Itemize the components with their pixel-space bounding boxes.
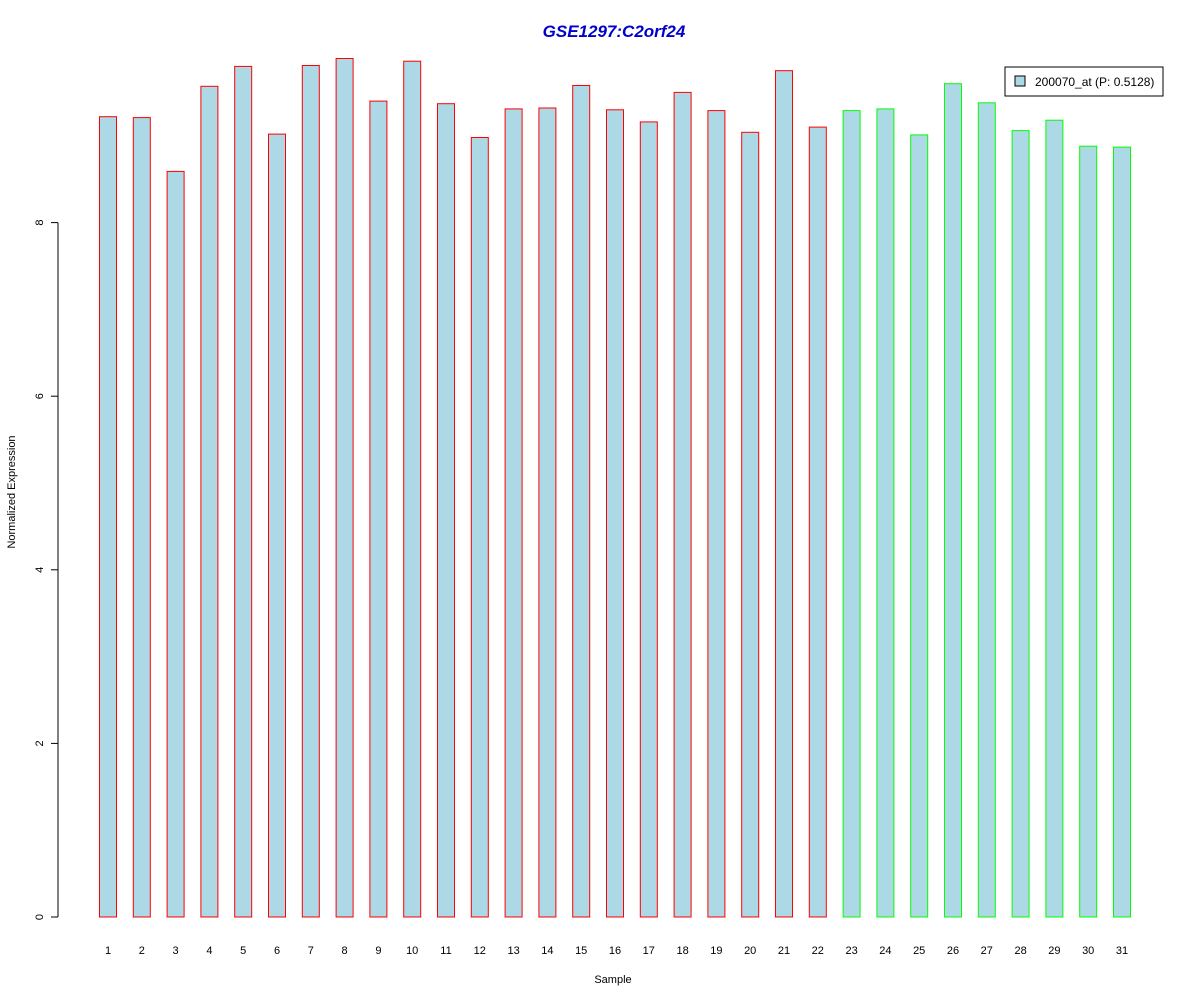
- bar-sample-26: [944, 83, 962, 918]
- y-tick-label: 4: [34, 567, 46, 573]
- bar-sample-30: [1079, 145, 1098, 918]
- bar-sample-4: [200, 85, 219, 918]
- bar-sample-13: [504, 108, 523, 918]
- bar-sample-5: [234, 65, 253, 918]
- x-tick-label: 28: [1014, 945, 1026, 957]
- bar-sample-22: [808, 126, 827, 918]
- bar-sample-12: [470, 137, 489, 918]
- x-tick-label: 18: [676, 945, 688, 957]
- x-tick-labels: 1 2 3 4 5 6 7 8 9 10 11 12 13 14 15 16 17 18 19 20 21 22 23 24 2…: [105, 945, 1128, 957]
- x-tick-label: 8: [342, 945, 348, 957]
- bar-sample-28: [1011, 130, 1030, 918]
- x-tick-label: 7: [308, 945, 314, 957]
- x-tick-label: 16: [609, 945, 621, 957]
- bar-sample-3: [166, 170, 185, 918]
- x-tick-label: 12: [474, 945, 486, 957]
- bar-sample-17: [639, 121, 658, 918]
- x-tick-label: 24: [879, 945, 891, 957]
- x-tick-label: 26: [947, 945, 959, 957]
- bar-sample-31: [1113, 146, 1131, 918]
- x-tick-label: 23: [845, 945, 857, 957]
- legend-swatch: [1014, 75, 1026, 87]
- bar-sample-7: [301, 65, 320, 918]
- bar-sample-24: [876, 108, 895, 918]
- legend: 200070_at (P: 0.5128): [1004, 66, 1164, 97]
- y-axis: 0 2 4 6 8: [34, 220, 59, 920]
- legend-label: 200070_at (P: 0.5128): [1035, 75, 1154, 89]
- x-tick-label: 9: [375, 945, 381, 957]
- x-tick-label: 29: [1048, 945, 1060, 957]
- y-tick-label: 0: [34, 914, 46, 920]
- chart-title: GSE1297:C2orf24: [543, 22, 686, 41]
- bar-sample-27: [977, 102, 996, 918]
- bar-sample-6: [268, 133, 286, 918]
- bar-sample-2: [132, 117, 151, 918]
- x-tick-label: 25: [913, 945, 925, 957]
- x-tick-label: 19: [710, 945, 722, 957]
- x-tick-label: 11: [440, 945, 451, 957]
- x-tick-label: 10: [406, 945, 418, 957]
- x-tick-label: 22: [812, 945, 824, 957]
- y-tick-label: 2: [34, 740, 46, 746]
- bar-sample-15: [572, 85, 591, 918]
- x-tick-label: 14: [541, 945, 553, 957]
- bar-sample-11: [437, 103, 455, 918]
- x-tick-label: 27: [981, 945, 993, 957]
- bar-sample-18: [673, 91, 692, 918]
- x-tick-label: 31: [1116, 945, 1128, 957]
- x-tick-label: 5: [240, 945, 246, 957]
- x-tick-label: 1: [105, 945, 111, 957]
- x-tick-label: 13: [507, 945, 519, 957]
- x-tick-label: 3: [173, 945, 179, 957]
- y-tick-label: 8: [34, 220, 46, 226]
- x-axis-label: Sample: [594, 974, 631, 986]
- y-axis-label: Normalized Expression: [6, 435, 18, 548]
- x-tick-label: 6: [274, 945, 280, 957]
- x-tick-label: 30: [1082, 945, 1094, 957]
- bar-sample-29: [1045, 119, 1064, 918]
- x-tick-label: 2: [139, 945, 145, 957]
- bar-sample-14: [538, 107, 557, 918]
- x-tick-label: 4: [206, 945, 212, 957]
- y-tick-label: 6: [34, 393, 46, 399]
- bar-sample-8: [335, 58, 354, 918]
- bar-sample-25: [910, 134, 929, 918]
- x-tick-label: 15: [575, 945, 587, 957]
- x-tick-label: 20: [744, 945, 756, 957]
- x-tick-label: 17: [643, 945, 655, 957]
- legend-box: [1004, 66, 1164, 97]
- x-tick-label: 21: [778, 945, 790, 957]
- bar-sample-9: [369, 100, 388, 918]
- bar-sample-19: [707, 110, 726, 918]
- bars: [99, 58, 1131, 918]
- bar-sample-1: [99, 116, 117, 918]
- bar-sample-23: [842, 110, 861, 918]
- bar-sample-16: [606, 109, 624, 918]
- bar-sample-10: [403, 60, 422, 918]
- bar-sample-21: [775, 70, 793, 918]
- bar-sample-20: [741, 131, 760, 918]
